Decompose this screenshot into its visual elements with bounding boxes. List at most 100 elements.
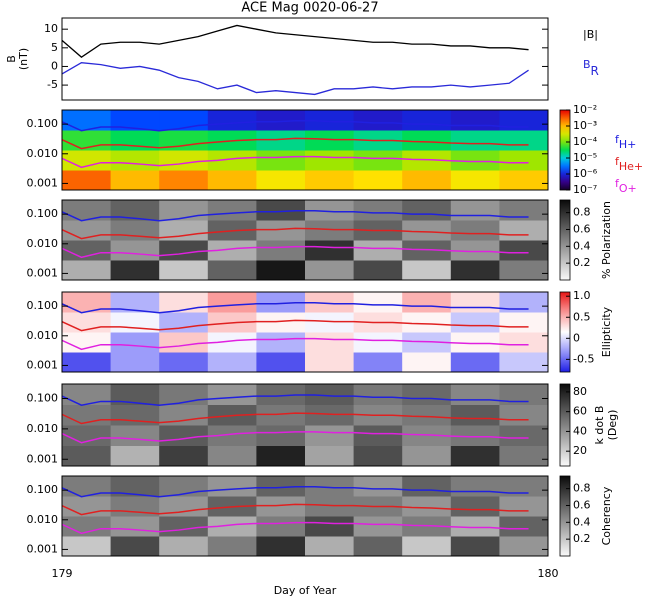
colorbar-tick-label: 10⁻⁴ bbox=[573, 135, 598, 148]
colorbar bbox=[559, 291, 571, 373]
heatmap-cell bbox=[353, 352, 403, 373]
colorbar-tick-label: 10⁻⁵ bbox=[573, 151, 597, 164]
heatmap-cell bbox=[110, 425, 160, 446]
legend-name: f bbox=[615, 177, 620, 190]
heatmap-cell bbox=[353, 384, 403, 405]
y-tick-label: 0.001 bbox=[27, 358, 59, 371]
heatmap-cell bbox=[402, 292, 452, 313]
heatmap-cell bbox=[305, 516, 355, 537]
colorbar-tick-label: 0 bbox=[573, 331, 580, 344]
heatmap-cell bbox=[159, 425, 209, 446]
heatmap-cell bbox=[450, 404, 500, 426]
y-tick-label: 0.100 bbox=[27, 207, 59, 220]
colorbar-tick-label: 10⁻⁶ bbox=[573, 167, 598, 180]
heatmap-cell bbox=[256, 312, 306, 333]
heatmap-cell bbox=[62, 425, 112, 446]
frequency-line bbox=[61, 486, 529, 498]
heatmap-cell bbox=[450, 352, 500, 373]
colorbar-label: % Polarization bbox=[600, 201, 613, 279]
heatmap-cell bbox=[207, 476, 257, 497]
heatmap-cell bbox=[450, 312, 500, 333]
heatmap-cell bbox=[353, 425, 403, 446]
heatmap-cell bbox=[305, 130, 355, 151]
heatmap-cell bbox=[499, 130, 549, 151]
x-axis-label: Day of Year bbox=[274, 584, 337, 597]
heatmap-cell bbox=[402, 352, 452, 373]
heatmap-cell bbox=[159, 332, 209, 353]
heatmap-cell bbox=[110, 110, 160, 131]
heatmap-cell bbox=[305, 496, 355, 517]
heatmap-cell bbox=[110, 536, 160, 557]
heatmap-cell bbox=[159, 352, 209, 373]
heatmap-cell bbox=[305, 425, 355, 446]
heatmap-cell bbox=[207, 260, 257, 281]
heatmap-cell bbox=[353, 445, 403, 467]
heatmap-cell bbox=[499, 170, 549, 191]
legend-name: f bbox=[615, 155, 620, 168]
heatmap-cell bbox=[402, 110, 452, 131]
heatmap-cell bbox=[402, 220, 452, 241]
heatmap-cell bbox=[207, 240, 257, 261]
heatmap-cell bbox=[62, 150, 112, 171]
series-line bbox=[61, 62, 529, 96]
colorbar-tick-label: 0.2 bbox=[573, 256, 591, 269]
heatmap-cell bbox=[62, 445, 112, 467]
heatmap-cell bbox=[256, 476, 306, 497]
y-axis-unit: (nT) bbox=[17, 48, 30, 70]
heatmap-cell bbox=[256, 536, 306, 557]
heatmap-cell bbox=[450, 292, 500, 313]
heatmap-cell bbox=[305, 260, 355, 281]
heatmap-cell bbox=[207, 332, 257, 353]
x-tick-label: 179 bbox=[52, 567, 73, 580]
heatmap-cell bbox=[110, 292, 160, 313]
heatmap-cell bbox=[305, 332, 355, 353]
heatmap-cell bbox=[499, 200, 549, 221]
frequency-line bbox=[61, 155, 529, 169]
heatmap-cell bbox=[353, 150, 403, 171]
legend-name: f bbox=[615, 133, 620, 146]
colorbar bbox=[559, 109, 571, 191]
heatmap-cell bbox=[207, 150, 257, 171]
heatmap-cell bbox=[450, 150, 500, 171]
heatmap-cell bbox=[499, 292, 549, 313]
legend-name: B bbox=[583, 58, 591, 71]
y-axis-label: B bbox=[5, 55, 18, 63]
heatmap-cell bbox=[207, 110, 257, 131]
heatmap-cell bbox=[450, 384, 500, 405]
heatmap-cell bbox=[353, 240, 403, 261]
y-tick-label: 5 bbox=[51, 41, 58, 54]
heatmap-cell bbox=[499, 476, 549, 497]
legend-subscript: O+ bbox=[619, 182, 637, 195]
heatmap-cell bbox=[110, 476, 160, 497]
heatmap-cell bbox=[305, 220, 355, 241]
colorbar-tick-label: 0.4 bbox=[573, 239, 591, 252]
heatmap-cell bbox=[159, 260, 209, 281]
heatmap-cell bbox=[62, 292, 112, 313]
heatmap-cell bbox=[256, 220, 306, 241]
heatmap-cell bbox=[256, 384, 306, 405]
heatmap-cell bbox=[402, 445, 452, 467]
y-tick-label: 0.010 bbox=[27, 329, 59, 342]
y-tick-label: -5 bbox=[47, 78, 58, 91]
heatmap-cell bbox=[450, 130, 500, 151]
heatmap-cell bbox=[305, 292, 355, 313]
heatmap-cell bbox=[499, 312, 549, 333]
heatmap-cell bbox=[256, 352, 306, 373]
plot-frame bbox=[61, 109, 549, 191]
heatmap-cell bbox=[62, 240, 112, 261]
heatmap-cell bbox=[450, 445, 500, 467]
plot-frame bbox=[61, 291, 549, 373]
heatmap-cell bbox=[353, 536, 403, 557]
legend-entry: fH+ bbox=[615, 133, 636, 151]
heatmap-cell bbox=[159, 220, 209, 241]
heatmap-cell bbox=[62, 384, 112, 405]
heatmap-cell bbox=[256, 130, 306, 151]
heatmap-cell bbox=[207, 200, 257, 221]
heatmap-cell bbox=[305, 352, 355, 373]
y-tick-label: 0.010 bbox=[27, 237, 59, 250]
heatmap-cell bbox=[110, 200, 160, 221]
heatmap-cell bbox=[159, 496, 209, 517]
heatmap-cell bbox=[159, 170, 209, 191]
series-line bbox=[61, 24, 529, 58]
heatmap-cell bbox=[499, 516, 549, 537]
